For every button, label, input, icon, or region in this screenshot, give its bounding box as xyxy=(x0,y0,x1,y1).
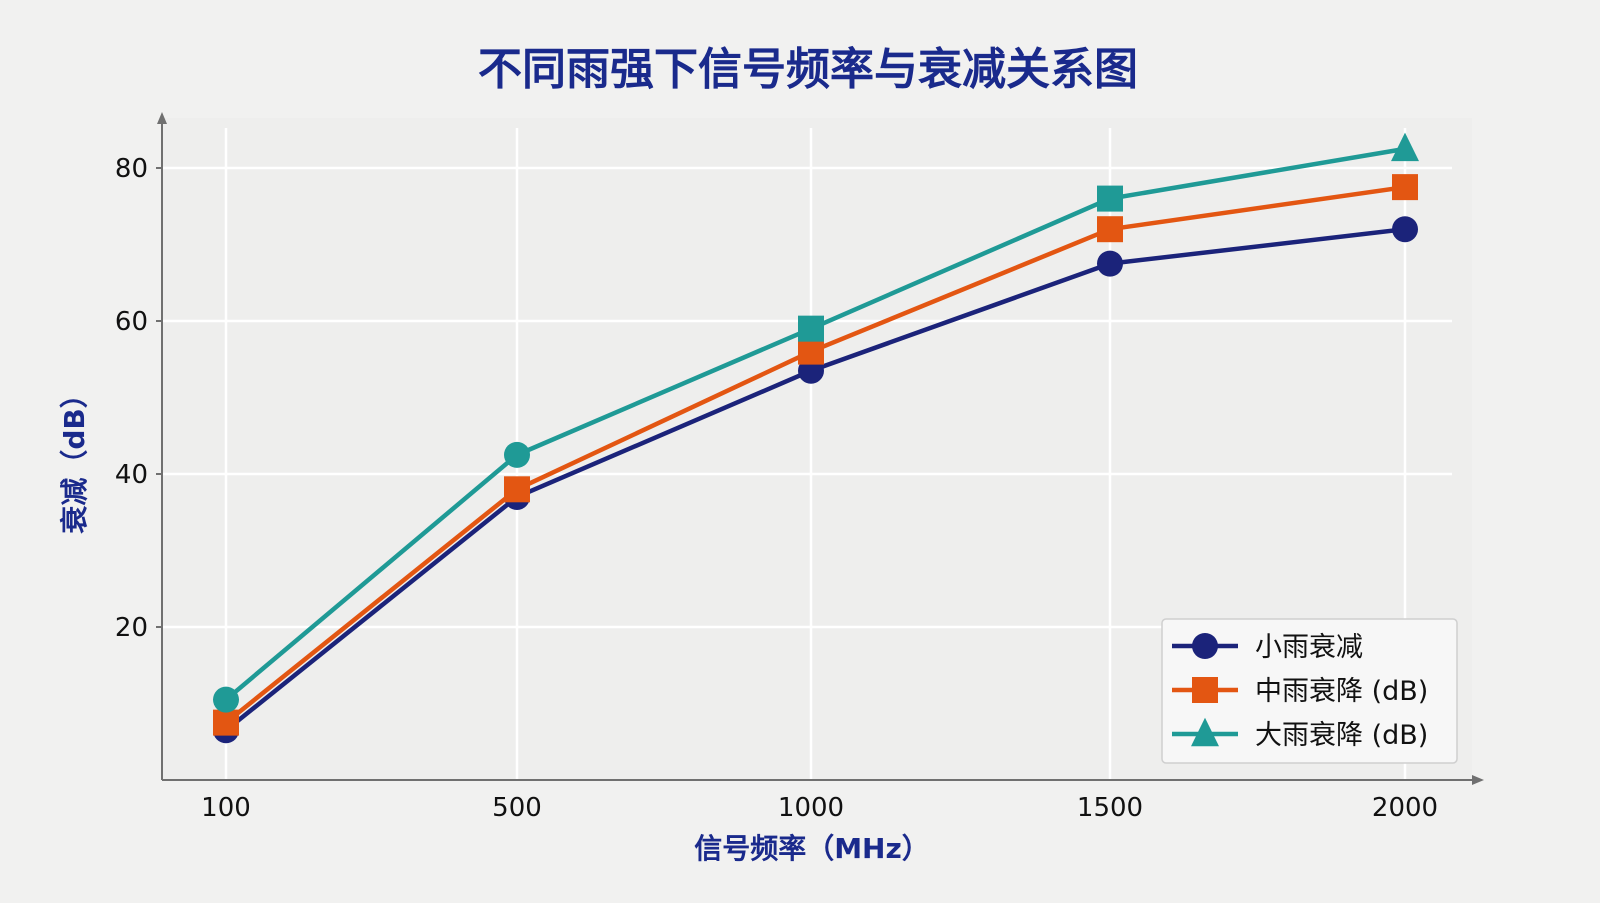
legend-label-2: 中雨衰降 (dB) xyxy=(1255,676,1428,707)
y-tick-label: 20 xyxy=(115,613,148,643)
axes xyxy=(157,112,1484,785)
y-axis-arrow xyxy=(157,112,167,124)
data-point-s3-2 xyxy=(504,441,530,468)
x-tick-label: 100 xyxy=(201,793,251,823)
legend-marker-3 xyxy=(1191,717,1219,747)
data-point-s1-4 xyxy=(1097,250,1123,277)
tick-labels: 100 500 1000 1500 2000 20 40 60 80 xyxy=(115,154,1438,823)
legend-box xyxy=(1161,618,1458,764)
x-tick-label: 1000 xyxy=(778,793,844,823)
data-point-s1-5 xyxy=(1392,216,1418,243)
legend-label-1: 小雨衰减 xyxy=(1255,632,1363,663)
data-point-s3-5 xyxy=(1391,132,1419,162)
x-tick-label: 2000 xyxy=(1372,793,1438,823)
series-markers xyxy=(213,132,1419,744)
data-point-s3-1 xyxy=(213,686,239,713)
y-axis-label: 衰减（dB） xyxy=(58,380,91,533)
data-point-s2-3 xyxy=(798,338,824,365)
data-point-s2-2 xyxy=(504,476,530,503)
chart-title: 不同雨强下信号频率与衰减关系图 xyxy=(478,44,1138,95)
data-point-s3-3 xyxy=(798,315,824,342)
x-axis-label: 信号频率（MHz） xyxy=(694,832,930,865)
data-point-s2-4 xyxy=(1097,216,1123,243)
data-point-s2-1 xyxy=(213,709,239,736)
legend-label-3: 大雨衰降 (dB) xyxy=(1255,720,1428,751)
x-axis-arrow xyxy=(1472,775,1484,785)
x-tick-label: 1500 xyxy=(1077,793,1143,823)
y-tick-label: 80 xyxy=(115,154,148,184)
y-tick-label: 40 xyxy=(115,460,148,490)
y-tick-label: 60 xyxy=(115,307,148,337)
legend-marker-2 xyxy=(1192,677,1218,703)
data-point-s3-4 xyxy=(1097,185,1123,212)
x-tick-label: 500 xyxy=(492,793,542,823)
legend-marker-1 xyxy=(1192,633,1218,659)
data-point-s2-5 xyxy=(1392,174,1418,201)
